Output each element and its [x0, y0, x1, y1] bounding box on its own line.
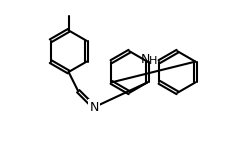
- Text: N: N: [90, 101, 99, 114]
- Text: H: H: [149, 56, 158, 66]
- Text: N: N: [141, 53, 150, 66]
